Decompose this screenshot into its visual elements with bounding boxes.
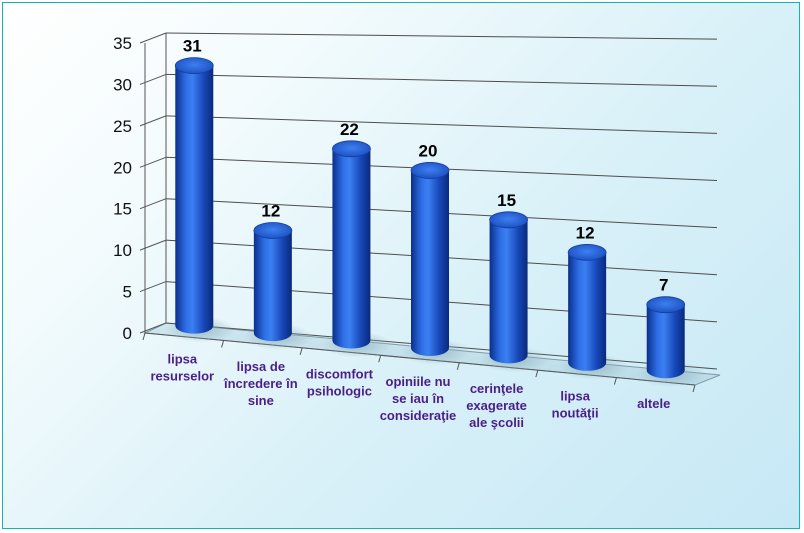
category-label: lipsa resurselor [150,352,214,384]
bar-body [175,65,214,334]
bar-top [332,140,371,158]
y-tick-mark [139,198,167,210]
y-tick-label: 15 [113,200,132,219]
bar-top [489,211,528,229]
bar-body [646,304,685,379]
x-tick-mark [299,347,303,355]
y-tick-mark [139,281,167,293]
y-tick-label: 35 [113,34,132,53]
category-label: opiniile nu se iau în consideraţie [380,374,457,423]
bar-top [410,162,450,179]
x-tick-mark [456,362,460,370]
bar-top [567,243,607,261]
data-label: 20 [419,141,438,160]
category-label: lipsa de încredere în sine [223,359,298,408]
y-tick-mark [139,322,167,334]
data-label: 31 [183,37,202,56]
bar [243,222,314,351]
bar [165,57,236,343]
category-label: lipsa noutăţii [552,389,599,421]
bar [558,243,629,380]
category-label: cerinţele exagerate ale şcolii [466,381,527,430]
y-tick-label: 25 [113,117,132,136]
y-tick-mark [139,239,167,251]
data-label: 7 [659,276,668,295]
y-tick-label: 5 [123,283,132,302]
data-label: 22 [340,120,359,139]
data-label: 12 [576,223,595,242]
x-tick-mark [535,370,539,378]
bar-top [174,57,214,75]
bar-body [253,230,292,342]
bar [636,296,707,388]
bar-body [411,170,449,356]
bar [322,140,393,358]
y-tick-label: 0 [123,324,132,343]
x-tick-mark [613,377,617,385]
category-label: discomfort psihologic [306,366,374,398]
y-tick-mark [139,32,167,44]
bar-body [568,252,607,371]
gridline [165,115,718,134]
bar-body [489,219,528,364]
y-tick-mark [139,115,167,127]
x-tick-mark [142,332,146,341]
gridline [165,32,718,40]
data-label: 15 [497,191,516,210]
bar-top [646,296,686,314]
x-tick-mark [221,340,225,348]
y-tick-label: 20 [113,158,132,177]
x-tick-mark [692,384,696,393]
bar [401,162,471,365]
y-tick-label: 10 [113,241,132,260]
bar [479,211,550,373]
gridline [165,73,718,87]
y-tick-label: 30 [113,75,132,94]
data-label: 12 [261,201,280,220]
bar-body [332,148,371,349]
y-tick-mark [139,73,167,85]
category-label: altele [637,396,670,411]
bar-top [253,222,293,239]
y-tick-mark [139,156,167,168]
x-tick-mark [378,355,382,363]
